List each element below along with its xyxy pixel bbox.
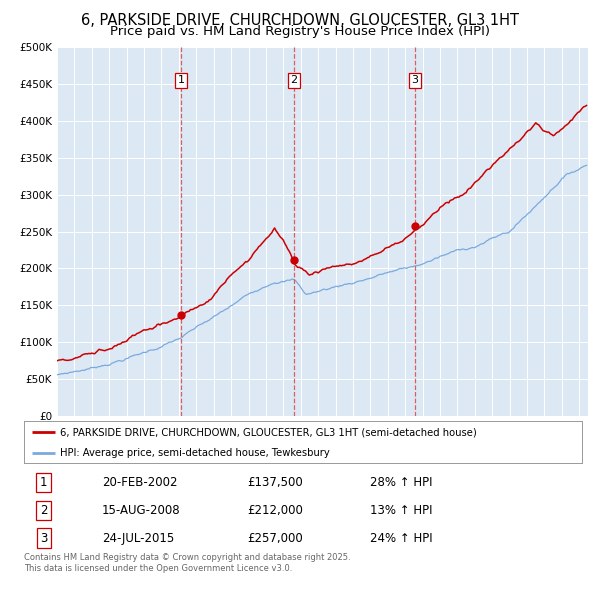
Text: 20-FEB-2002: 20-FEB-2002 (102, 476, 178, 489)
Text: 1: 1 (178, 76, 185, 86)
Text: 2: 2 (40, 504, 47, 517)
Text: 1: 1 (40, 476, 47, 489)
Text: 2: 2 (290, 76, 298, 86)
Text: 24-JUL-2015: 24-JUL-2015 (102, 532, 175, 545)
Text: 24% ↑ HPI: 24% ↑ HPI (370, 532, 433, 545)
Text: Contains HM Land Registry data © Crown copyright and database right 2025.
This d: Contains HM Land Registry data © Crown c… (24, 553, 350, 573)
Text: 6, PARKSIDE DRIVE, CHURCHDOWN, GLOUCESTER, GL3 1HT: 6, PARKSIDE DRIVE, CHURCHDOWN, GLOUCESTE… (81, 13, 519, 28)
Text: 6, PARKSIDE DRIVE, CHURCHDOWN, GLOUCESTER, GL3 1HT (semi-detached house): 6, PARKSIDE DRIVE, CHURCHDOWN, GLOUCESTE… (60, 427, 477, 437)
Text: 3: 3 (40, 532, 47, 545)
Text: £212,000: £212,000 (247, 504, 303, 517)
Text: 3: 3 (412, 76, 418, 86)
Text: 28% ↑ HPI: 28% ↑ HPI (370, 476, 433, 489)
Text: Price paid vs. HM Land Registry's House Price Index (HPI): Price paid vs. HM Land Registry's House … (110, 25, 490, 38)
Text: £257,000: £257,000 (247, 532, 303, 545)
Text: £137,500: £137,500 (247, 476, 303, 489)
Text: 15-AUG-2008: 15-AUG-2008 (102, 504, 181, 517)
Text: 13% ↑ HPI: 13% ↑ HPI (370, 504, 433, 517)
Text: HPI: Average price, semi-detached house, Tewkesbury: HPI: Average price, semi-detached house,… (60, 448, 330, 457)
